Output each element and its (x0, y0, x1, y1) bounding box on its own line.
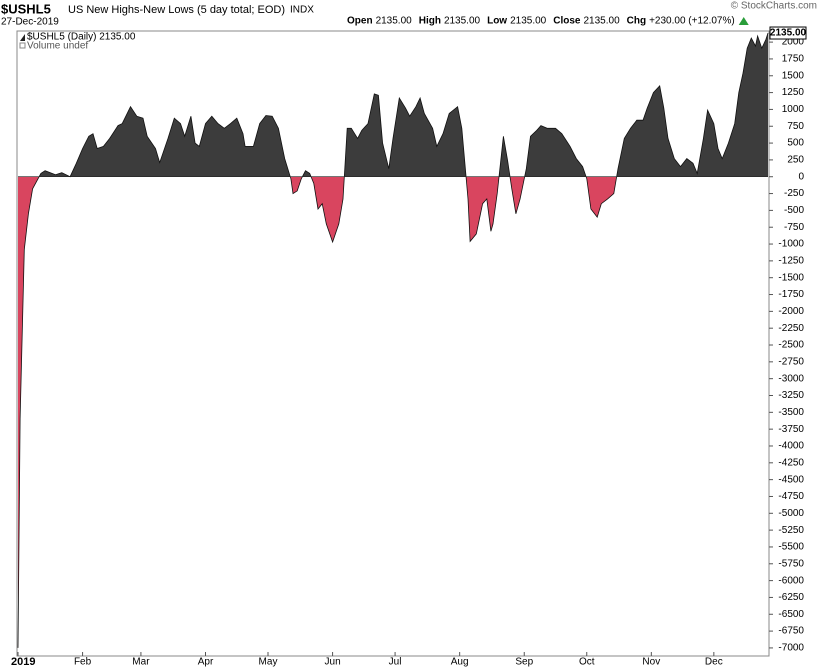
y-tick-label: 1250 (782, 87, 805, 98)
y-tick-label: -5500 (778, 542, 804, 553)
y-tick-label: -1750 (778, 289, 804, 300)
exchange: INDX (290, 5, 314, 16)
line (17, 32, 769, 648)
area-positive (18, 33, 768, 177)
date: 27-Dec-2019 (1, 17, 59, 28)
y-tick-label: -4500 (778, 474, 804, 485)
y-tick-label: -6250 (778, 592, 804, 603)
x-tick-label: Oct (579, 657, 595, 668)
y-tick-label: 0 (798, 171, 804, 182)
x-tick-label: Feb (74, 657, 92, 668)
plot-frame (16, 30, 770, 657)
legend-entry: $USHL5 (Daily) 2135.00 (27, 32, 136, 43)
y-tick-label: 750 (787, 121, 804, 132)
quote-value: 2135.00 (444, 16, 481, 27)
x-tick-label: Nov (642, 657, 660, 668)
last-value-box (769, 26, 807, 40)
quote-label: Open (347, 16, 373, 27)
y-tick-label: -6500 (778, 609, 804, 620)
x-tick-label: Sep (515, 657, 533, 668)
y-tick-label: -4000 (778, 441, 804, 452)
x-tick-label: May (259, 657, 278, 668)
quote-value: 2135.00 (510, 16, 547, 27)
quote-label: Low (487, 16, 507, 27)
watermark: © StockCharts.com (731, 1, 817, 12)
y-tick-label: -2500 (778, 340, 804, 351)
x-tick-label: Dec (705, 657, 723, 668)
x-tick-label: Jun (325, 657, 341, 668)
y-tick-label: -1000 (778, 239, 804, 250)
y-tick-label: -250 (784, 188, 804, 199)
chart-title: $USHL5 (1, 1, 51, 16)
last-value-label: 2135.00 (770, 28, 807, 39)
y-tick-label: -3000 (778, 373, 804, 384)
quote-label: High (419, 16, 441, 27)
change-icon (738, 17, 749, 25)
y-tick-label: -6000 (778, 575, 804, 586)
y-tick-label: 2000 (782, 37, 805, 48)
quote-label: Chg (627, 16, 646, 27)
legend-icon (20, 34, 25, 41)
y-tick-label: -6750 (778, 626, 804, 637)
x-tick-label: 2019 (11, 656, 35, 668)
y-tick-label: -1500 (778, 272, 804, 283)
y-tick-label: -2250 (778, 323, 804, 334)
y-tick-label: -5250 (778, 525, 804, 536)
quote-label: Close (553, 16, 581, 27)
quote-value: 2135.00 (376, 16, 413, 27)
y-tick-label: 1500 (782, 70, 805, 81)
x-tick-label: Apr (198, 657, 214, 668)
y-tick-label: -3750 (778, 424, 804, 435)
y-tick-label: -500 (784, 205, 804, 216)
x-tick-label: Mar (132, 657, 150, 668)
y-tick-label: 1000 (782, 104, 805, 115)
quote-value: +230.00 (+12.07%) (649, 16, 735, 27)
y-tick-label: -2000 (778, 306, 804, 317)
y-tick-label: -1250 (778, 256, 804, 267)
x-tick-label: Aug (451, 657, 469, 668)
y-tick-label: -4750 (778, 491, 804, 502)
quote-value: 2135.00 (583, 16, 620, 27)
y-tick-label: 500 (787, 138, 804, 149)
y-tick-label: -3250 (778, 390, 804, 401)
y-tick-label: -750 (784, 222, 804, 233)
y-tick-label: -3500 (778, 407, 804, 418)
chart-subtitle: US New Highs-New Lows (5 day total; EOD) (68, 4, 285, 16)
y-tick-label: -5750 (778, 558, 804, 569)
y-tick-label: 250 (787, 155, 804, 166)
y-tick-label: -5000 (778, 508, 804, 519)
y-tick-label: -7000 (778, 643, 804, 654)
y-tick-label: -4250 (778, 457, 804, 468)
y-tick-label: 1750 (782, 54, 805, 65)
volume-note: Volume undef (27, 41, 88, 52)
x-tick-label: Jul (389, 657, 402, 668)
y-tick-label: -2750 (778, 356, 804, 367)
volume-icon (19, 42, 26, 49)
